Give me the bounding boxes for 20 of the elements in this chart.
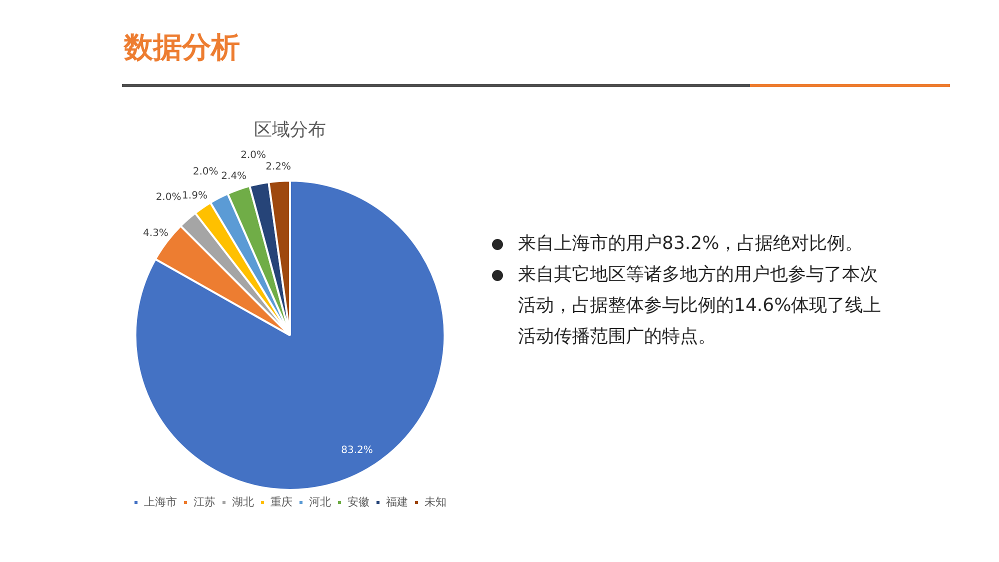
- data-label: 2.0%: [192, 166, 218, 178]
- text: 来自上海市的用户83.2%，占据绝对比例。: [517, 232, 864, 256]
- legend-label: 河北: [309, 496, 331, 509]
- legend-label: 湖北: [232, 496, 254, 509]
- data-label: 1.9%: [182, 190, 208, 202]
- data-label: 2.2%: [266, 162, 292, 173]
- legend-label: 安徽: [348, 496, 370, 509]
- chart-title: 区域分布: [254, 119, 326, 140]
- text: 数据分析: [124, 29, 240, 66]
- data-label: 2.4%: [221, 170, 247, 182]
- text: 来自其它地区等诸多地方的用户也参与了本次活动，占据整体参与比例的14.6%体现了线上活动传播范围广的特点。: [517, 263, 882, 349]
- legend-label: 未知: [424, 496, 446, 509]
- legend-label: 福建: [386, 496, 408, 509]
- data-label: 2.0%: [240, 150, 266, 161]
- data-label: 2.0%: [156, 192, 182, 204]
- legend-label: 重庆: [270, 496, 292, 509]
- data-label: 4.3%: [143, 228, 168, 239]
- legend-label: 上海市: [144, 496, 177, 509]
- legend-label: 江苏: [194, 496, 216, 509]
- data-label: 83.2%: [341, 444, 373, 456]
